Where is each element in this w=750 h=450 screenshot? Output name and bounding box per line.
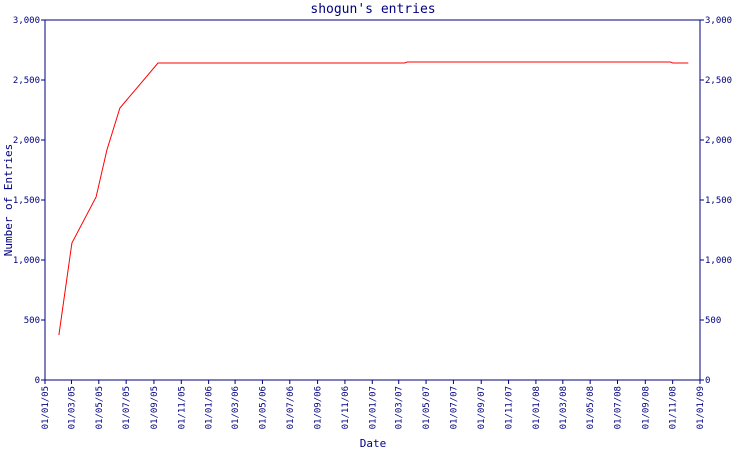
y-tick-label: 500 [24,316,40,326]
x-tick-label: 01/07/05 [122,386,132,429]
x-axis-label: Date [360,437,387,450]
x-tick-label: 01/01/05 [41,386,51,429]
x-tick-label: 01/01/06 [205,386,215,429]
y-axis-label: Number of Entries [2,144,15,257]
y2-tick-label: 2,000 [705,136,732,146]
x-tick-label: 01/01/07 [368,386,378,429]
y-tick-label: 1,000 [13,256,40,266]
y2-tick-label: 500 [705,316,721,326]
x-tick-label: 01/07/06 [286,386,296,429]
y2-tick-label: 1,500 [705,196,732,206]
x-tick-label: 01/05/06 [258,386,268,429]
x-tick-label: 01/01/09 [696,386,706,429]
chart-title: shogun's entries [310,2,435,17]
x-tick-label: 01/09/06 [314,386,324,429]
x-tick-label: 01/01/08 [532,386,542,429]
x-tick-label: 01/05/05 [95,386,105,429]
x-tick-label: 01/03/05 [67,386,77,429]
x-tick-label: 01/03/07 [395,386,405,429]
y-tick-label: 3,000 [13,16,40,26]
x-tick-label: 01/11/06 [341,386,351,429]
data-line [58,61,689,336]
x-tick-label: 01/11/07 [505,386,515,429]
x-tick-label: 01/05/07 [422,386,432,429]
x-tick-label: 01/03/08 [559,386,569,429]
x-tick-label: 01/07/07 [449,386,459,429]
y-tick-label: 0 [35,376,40,386]
y2-tick-label: 1,000 [705,256,732,266]
y2-tick-label: 3,000 [705,16,732,26]
x-tick-label: 01/07/08 [614,386,624,429]
x-tick-label: 01/09/07 [477,386,487,429]
y-tick-label: 2,500 [13,76,40,86]
x-tick-label: 01/11/08 [669,386,679,429]
x-tick-label: 01/11/05 [177,386,187,429]
y-tick-label: 2,000 [13,136,40,146]
x-tick-label: 01/09/08 [641,386,651,429]
y2-tick-label: 2,500 [705,76,732,86]
y2-tick-label: 0 [705,376,710,386]
plot-frame [44,19,701,381]
y-tick-label: 1,500 [13,196,40,206]
x-tick-label: 01/03/06 [231,386,241,429]
x-tick-label: 01/05/08 [586,386,596,429]
x-tick-label: 01/09/05 [150,386,160,429]
